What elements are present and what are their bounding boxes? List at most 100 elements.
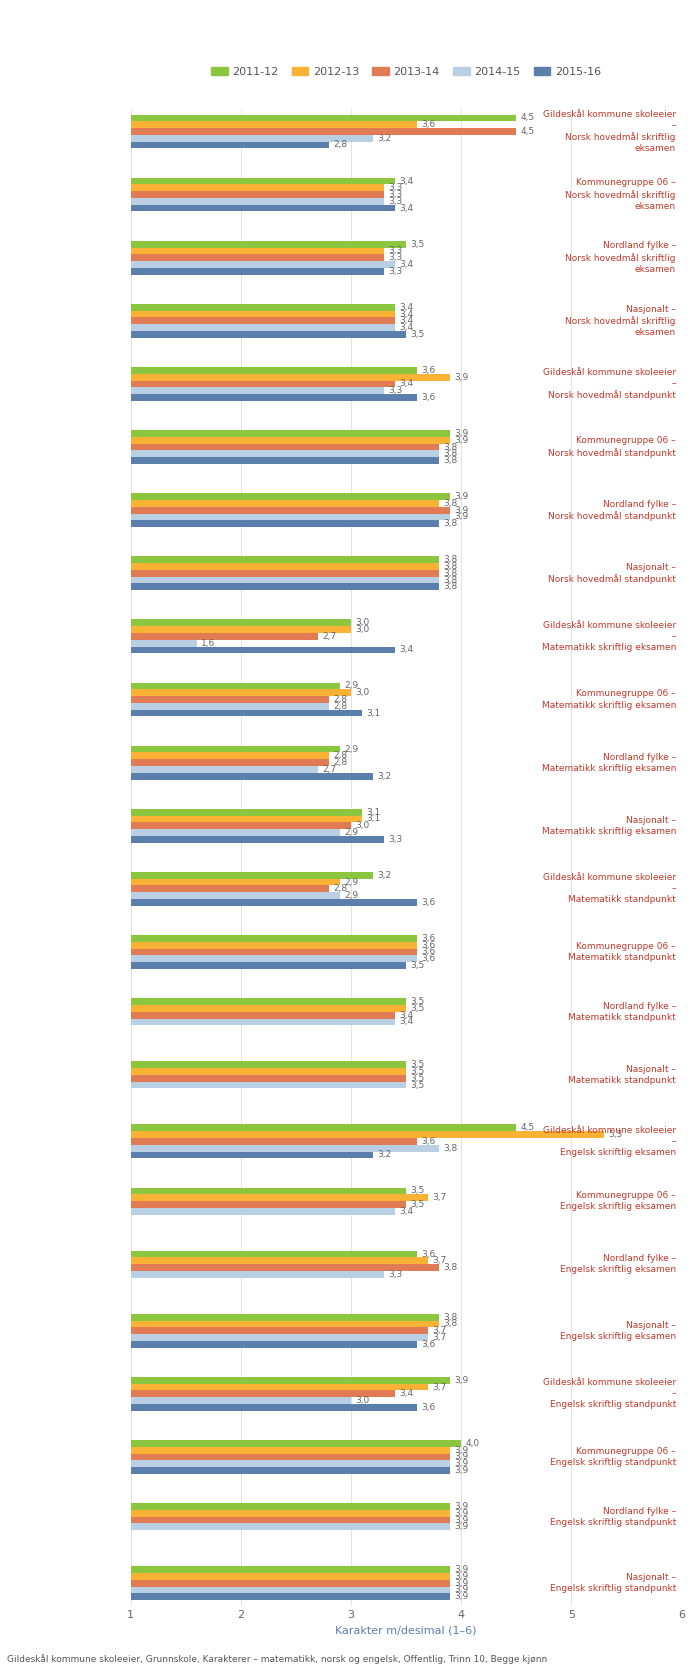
Text: 2,8: 2,8 xyxy=(333,759,347,767)
Text: Gildeskål kommune skoleeier
–
Norsk hovedmål standpunkt: Gildeskål kommune skoleeier – Norsk hove… xyxy=(543,368,676,399)
Text: 3,8: 3,8 xyxy=(444,449,458,458)
Bar xyxy=(130,115,516,122)
Text: 3,8: 3,8 xyxy=(444,456,458,465)
Bar xyxy=(130,620,351,627)
Bar xyxy=(130,1068,406,1074)
Text: 3,5: 3,5 xyxy=(410,1059,425,1069)
Text: 3,9: 3,9 xyxy=(454,1375,469,1385)
Bar xyxy=(130,135,373,142)
Text: 3,2: 3,2 xyxy=(377,772,391,780)
Text: Kommunegruppe 06 –
Norsk hovedmål standpunkt: Kommunegruppe 06 – Norsk hovedmål standp… xyxy=(548,436,676,458)
Text: 3,4: 3,4 xyxy=(400,1011,414,1019)
Text: Nordland fylke –
Norsk hovedmål skriftlig
eksamen: Nordland fylke – Norsk hovedmål skriftli… xyxy=(566,242,676,274)
Bar xyxy=(130,1081,406,1088)
Text: 3,6: 3,6 xyxy=(421,120,435,129)
Text: 3,3: 3,3 xyxy=(389,246,402,256)
Bar xyxy=(130,1333,428,1340)
Text: 3,4: 3,4 xyxy=(400,1389,414,1399)
Bar xyxy=(130,710,362,717)
Text: 2,9: 2,9 xyxy=(344,829,358,837)
Text: 2,8: 2,8 xyxy=(333,140,347,149)
Text: 3,6: 3,6 xyxy=(421,941,435,949)
Bar xyxy=(130,1188,406,1195)
Bar xyxy=(130,443,439,451)
Bar xyxy=(130,513,450,520)
Text: Gildeskål kommune skoleeier
–
Engelsk skriftlig standpunkt: Gildeskål kommune skoleeier – Engelsk sk… xyxy=(543,1379,676,1409)
Text: 3,5: 3,5 xyxy=(410,1004,425,1013)
Bar xyxy=(130,745,340,752)
Bar xyxy=(130,576,439,583)
Text: 3,5: 3,5 xyxy=(410,1200,425,1210)
Text: 3,7: 3,7 xyxy=(433,1327,447,1335)
Bar xyxy=(130,1061,406,1068)
Text: 2,7: 2,7 xyxy=(322,632,337,642)
Text: Gildeskål kommune skoleeier
–
Norsk hovedmål skriftlig
eksamen: Gildeskål kommune skoleeier – Norsk hove… xyxy=(543,110,676,154)
Bar xyxy=(130,1384,428,1390)
Text: 3,4: 3,4 xyxy=(400,177,414,185)
Bar xyxy=(130,703,329,710)
Bar xyxy=(130,956,417,962)
Bar xyxy=(130,1390,395,1397)
Bar xyxy=(130,683,340,690)
Bar xyxy=(130,647,395,653)
Text: 3,6: 3,6 xyxy=(421,934,435,942)
Text: 3,8: 3,8 xyxy=(444,555,458,565)
Bar xyxy=(130,184,384,190)
Text: 3,8: 3,8 xyxy=(444,1320,458,1328)
Bar xyxy=(130,1594,450,1601)
Bar xyxy=(130,1340,417,1347)
Text: 3,4: 3,4 xyxy=(400,1018,414,1026)
Text: Nasjonalt –
Matematikk skriftlig eksamen: Nasjonalt – Matematikk skriftlig eksamen xyxy=(542,815,676,836)
Text: 3,5: 3,5 xyxy=(410,998,425,1006)
Text: Nasjonalt –
Matematikk standpunkt: Nasjonalt – Matematikk standpunkt xyxy=(568,1064,676,1084)
Text: Nordland fylke –
Engelsk skriftlig standpunkt: Nordland fylke – Engelsk skriftlig stand… xyxy=(550,1507,676,1527)
Bar xyxy=(130,1586,450,1594)
Text: 3,8: 3,8 xyxy=(444,520,458,528)
Text: 3,4: 3,4 xyxy=(400,316,414,326)
Text: 3,9: 3,9 xyxy=(454,1509,469,1517)
Bar xyxy=(130,197,384,204)
Text: 2,9: 2,9 xyxy=(344,682,358,690)
Bar xyxy=(130,633,318,640)
Text: 3,7: 3,7 xyxy=(433,1193,447,1201)
Text: 3,5: 3,5 xyxy=(410,961,425,971)
Text: Kommunegruppe 06 –
Matematikk standpunkt: Kommunegruppe 06 – Matematikk standpunkt xyxy=(568,942,676,962)
Text: 3,9: 3,9 xyxy=(454,1572,469,1581)
Bar xyxy=(130,892,340,899)
Bar xyxy=(130,583,439,590)
Text: 3,1: 3,1 xyxy=(366,807,381,817)
Bar xyxy=(130,822,351,829)
Text: 3,4: 3,4 xyxy=(400,323,414,333)
Bar xyxy=(130,429,450,436)
Text: 1,6: 1,6 xyxy=(201,638,216,648)
Text: 3,6: 3,6 xyxy=(421,393,435,403)
Text: 3,7: 3,7 xyxy=(433,1257,447,1265)
Bar xyxy=(130,690,351,697)
Text: 3,2: 3,2 xyxy=(377,871,391,881)
Text: 3,9: 3,9 xyxy=(454,1516,469,1524)
Bar xyxy=(130,1467,450,1474)
Bar xyxy=(130,1195,428,1201)
Bar xyxy=(130,697,329,703)
Text: 3,5: 3,5 xyxy=(410,1186,425,1195)
Bar xyxy=(130,458,439,465)
Text: 2,8: 2,8 xyxy=(333,752,347,760)
Text: 3,0: 3,0 xyxy=(356,820,370,830)
Bar xyxy=(130,899,417,906)
Text: 3,5: 3,5 xyxy=(410,239,425,249)
Bar xyxy=(130,936,417,942)
Text: Gildeskål kommune skoleeier
–
Matematikk skriftlig eksamen: Gildeskål kommune skoleeier – Matematikk… xyxy=(542,622,676,652)
Bar xyxy=(130,759,329,765)
Bar xyxy=(130,815,362,822)
Text: 3,7: 3,7 xyxy=(433,1382,447,1392)
Text: 3,0: 3,0 xyxy=(356,618,370,627)
Text: 3,6: 3,6 xyxy=(421,1340,435,1348)
Text: Nasjonalt –
Norsk hovedmål standpunkt: Nasjonalt – Norsk hovedmål standpunkt xyxy=(548,563,676,583)
Bar xyxy=(130,1074,406,1081)
Text: Kommunegruppe 06 –
Engelsk skriftlig eksamen: Kommunegruppe 06 – Engelsk skriftlig eks… xyxy=(560,1191,676,1211)
Text: 3,1: 3,1 xyxy=(366,814,381,824)
Text: 3,6: 3,6 xyxy=(421,366,435,374)
Text: 3,8: 3,8 xyxy=(444,1263,458,1272)
Bar xyxy=(130,809,362,815)
Bar xyxy=(130,962,406,969)
